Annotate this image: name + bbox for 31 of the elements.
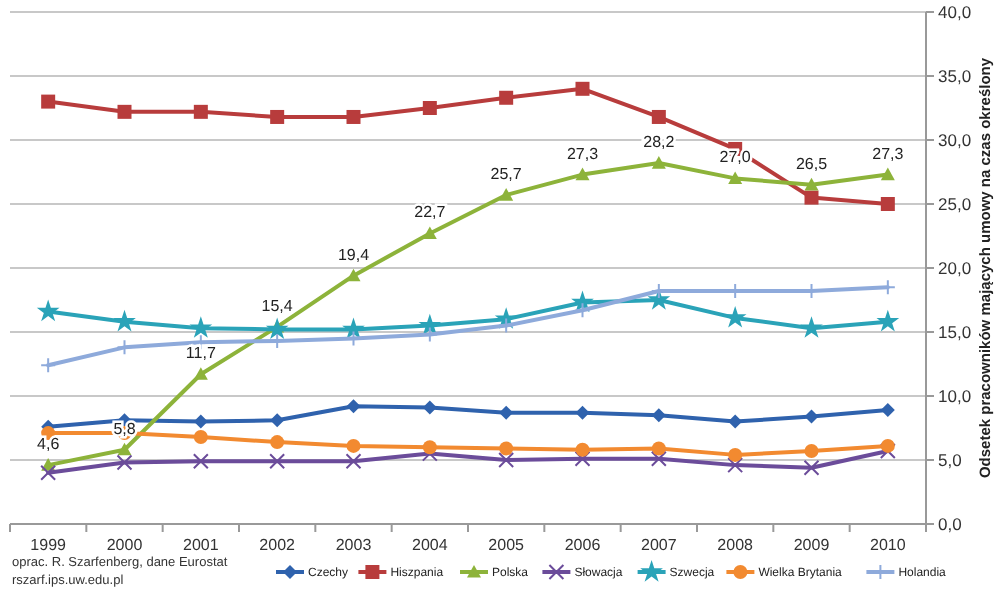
y-tick-label: 0,0 xyxy=(938,513,963,534)
x-tick-label: 1999 xyxy=(30,536,68,554)
x-tick-label: 2006 xyxy=(564,536,602,554)
x-tick-label: 2007 xyxy=(641,536,678,554)
x-tick-label: 2002 xyxy=(259,536,297,554)
x-tick-label: 2000 xyxy=(106,536,144,554)
y-tick-label: 25,0 xyxy=(938,193,972,214)
data-label: 4,6 xyxy=(37,435,61,454)
y-tick-label: 30,0 xyxy=(938,129,972,150)
x-tick-label: 2001 xyxy=(183,536,220,554)
y-tick-label: 15,0 xyxy=(938,321,972,342)
data-label: 25,7 xyxy=(490,165,523,184)
x-tick-label: 2005 xyxy=(488,536,526,554)
y-tick-label: 5,0 xyxy=(938,449,963,470)
y-tick-label: 35,0 xyxy=(938,65,972,86)
y-tick-label: 40,0 xyxy=(938,1,972,22)
y-tick-label: 10,0 xyxy=(938,385,972,406)
data-label: 26,5 xyxy=(795,154,829,173)
data-label: 27,3 xyxy=(566,144,600,163)
x-tick-label: 2003 xyxy=(335,536,373,554)
data-label: 11,7 xyxy=(185,344,217,363)
data-label: 28,2 xyxy=(643,133,676,152)
x-tick-label: 2009 xyxy=(793,536,831,554)
data-label: 19,4 xyxy=(337,245,371,264)
data-label: 27,3 xyxy=(872,144,905,163)
x-tick-label: 2008 xyxy=(717,536,755,554)
x-tick-label: 2004 xyxy=(412,536,449,554)
x-tick-label: 2010 xyxy=(870,536,907,554)
data-label: 15,4 xyxy=(261,296,294,315)
y-tick-label: 20,0 xyxy=(938,257,972,278)
data-label: 22,7 xyxy=(414,203,447,222)
